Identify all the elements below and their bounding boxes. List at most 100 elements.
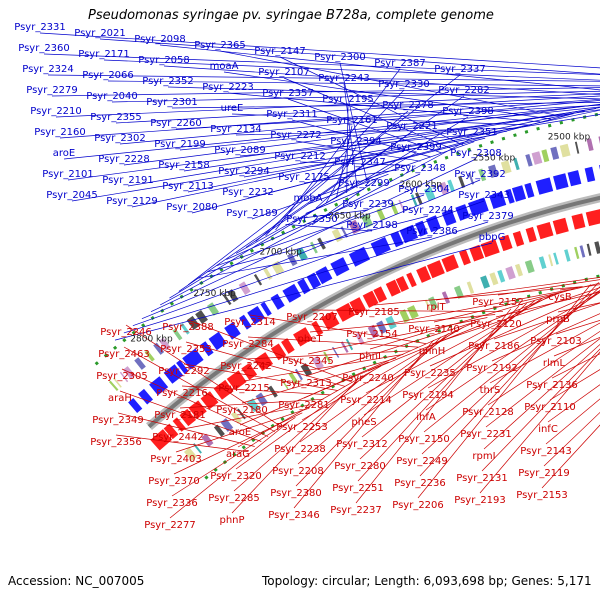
- reverse-gene-label: Psyr_2403: [150, 454, 202, 465]
- forward-gene: [526, 190, 532, 192]
- forward-gene-label: Psyr_2098: [134, 34, 186, 45]
- reverse-gene-label: thrS: [480, 385, 501, 396]
- feature-segment: [588, 250, 590, 251]
- forward-gene-label: Psyr_2107: [258, 67, 310, 78]
- reverse-gene: [275, 349, 283, 354]
- reverse-gene-label: Psyr_2128: [462, 407, 514, 418]
- feature-segment: [588, 144, 592, 145]
- reverse-gene-label: Psyr_2251: [332, 483, 384, 494]
- feature-segment: [290, 258, 295, 261]
- forward-gene: [393, 238, 401, 241]
- accession-text: Accession: NC_007005: [8, 574, 144, 588]
- forward-gene: [444, 216, 454, 220]
- forward-gene: [334, 263, 347, 270]
- forward-gene-label: Psyr_2308: [450, 148, 502, 159]
- reverse-gene-label: Psyr_2240: [342, 373, 394, 384]
- reverse-gene-label: Psyr_2320: [210, 471, 262, 482]
- reverse-gene: [389, 286, 398, 290]
- forward-gene-label: Psyr_2161: [326, 115, 378, 126]
- map-title: Pseudomonas syringae pv. syringae B728a,…: [88, 8, 494, 23]
- feature-segment: [503, 166, 510, 168]
- forward-gene: [143, 394, 149, 399]
- reverse-gene-label: rpmI: [472, 451, 495, 462]
- feature-segment: [444, 297, 448, 299]
- reverse-gene-label: Psyr_2281: [278, 400, 330, 411]
- forward-gene-label: Psyr_2324: [22, 64, 74, 75]
- reverse-gene-label: Psyr_2236: [394, 478, 446, 489]
- feature-segment: [417, 198, 420, 199]
- forward-gene: [133, 403, 138, 407]
- feature-segment: [266, 273, 269, 275]
- forward-gene-label: Psyr_2021: [74, 28, 126, 39]
- reverse-gene-label: Psyr_2292: [158, 366, 210, 377]
- reverse-gene-label: Psyr_2193: [454, 495, 506, 506]
- forward-gene-label: Psyr_2379: [462, 211, 514, 222]
- reverse-gene-label: Psyr_2110: [524, 402, 576, 413]
- reverse-gene-label: aroE: [229, 427, 251, 438]
- reverse-gene-label: infC: [538, 424, 558, 435]
- forward-gene-label: aroE: [53, 148, 75, 159]
- reverse-gene-label: Psyr_2370: [148, 476, 200, 487]
- reverse-gene-label: Psyr_2207: [286, 312, 338, 323]
- feature-segment: [561, 150, 569, 152]
- forward-gene-label: moaA: [210, 61, 239, 72]
- forward-gene-label: Psyr_2195: [322, 94, 374, 105]
- feature-segment: [113, 385, 115, 386]
- forward-gene-label: Psyr_2260: [150, 118, 202, 129]
- forward-gene-label: Psyr_2134: [210, 124, 262, 135]
- reverse-gene: [472, 251, 482, 255]
- reverse-gene-label: Psyr_2194: [402, 390, 454, 401]
- feature-segment: [576, 253, 578, 254]
- forward-gene-label: Psyr_2210: [30, 106, 82, 117]
- reverse-gene-label: Psyr_2345: [282, 356, 334, 367]
- reverse-gene-label: Psyr_2208: [272, 466, 324, 477]
- feature-segment: [533, 157, 541, 159]
- reverse-gene: [483, 246, 497, 251]
- forward-gene: [555, 180, 567, 183]
- reverse-gene-label: Psyr_2313: [280, 378, 332, 389]
- reverse-gene-label: Psyr_2119: [518, 468, 570, 479]
- forward-gene-label: Psyr_2212: [274, 151, 326, 162]
- reverse-gene: [399, 282, 406, 285]
- reverse-gene: [515, 238, 522, 240]
- feature-segment: [349, 344, 351, 345]
- forward-gene-label: Psyr_2221: [386, 121, 438, 132]
- reverse-gene-label: Psyr_2120: [470, 319, 522, 330]
- feature-segment: [541, 262, 545, 263]
- reverse-gene-label: Psyr_2150: [398, 434, 450, 445]
- reverse-gene: [528, 234, 535, 236]
- reverse-gene-label: ihfA: [416, 412, 436, 423]
- forward-gene-label: Psyr_2304: [398, 184, 450, 195]
- forward-gene-label: Psyr_2282: [438, 85, 490, 96]
- forward-gene-label: Psyr_2365: [194, 40, 246, 51]
- reverse-gene-label: Psyr_2185: [348, 307, 400, 318]
- reverse-gene-label: pnnH: [419, 346, 446, 357]
- reverse-gene-label: araG: [226, 449, 250, 460]
- reverse-gene-label: phnP: [219, 515, 244, 526]
- forward-gene-label: Psyr_2101: [42, 169, 94, 180]
- reverse-gene: [366, 297, 376, 302]
- forward-gene-label: Psyr_2311: [266, 109, 318, 120]
- feature-segment: [499, 276, 503, 277]
- reverse-gene-label: Psyr_2235: [404, 368, 456, 379]
- reverse-gene-label: Psyr_2131: [456, 473, 508, 484]
- reverse-gene-label: Psyr_2140: [408, 324, 460, 335]
- reverse-gene: [419, 272, 428, 276]
- forward-gene-label: Psyr_2357: [262, 88, 314, 99]
- feature-segment: [515, 164, 518, 165]
- forward-gene: [310, 279, 318, 283]
- reverse-gene-label: cysB: [548, 292, 572, 303]
- reverse-gene-label: rlmL: [543, 358, 566, 369]
- feature-segment: [343, 232, 345, 233]
- forward-gene-label: Psyr_2228: [98, 154, 150, 165]
- feature-segment: [469, 287, 472, 288]
- forward-gene-label: Psyr_2191: [102, 175, 154, 186]
- forward-gene-label: Psyr_2350: [286, 214, 338, 225]
- reverse-gene-label: phnI: [359, 351, 381, 362]
- reverse-gene-label: Psyr_2103: [530, 336, 582, 347]
- forward-gene: [186, 354, 199, 364]
- forward-gene-label: Psyr_2160: [34, 127, 86, 138]
- forward-gene-label: Psyr_2386: [406, 226, 458, 237]
- feature-segment: [552, 153, 558, 155]
